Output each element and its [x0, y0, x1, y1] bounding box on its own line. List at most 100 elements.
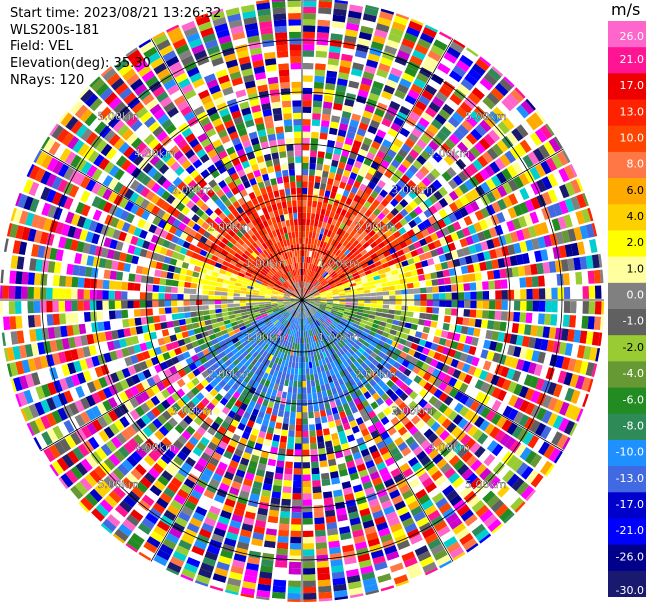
velocity-gate [377, 379, 386, 388]
velocity-gate [304, 312, 307, 319]
velocity-gate [291, 505, 302, 513]
velocity-gate [164, 286, 172, 293]
velocity-gate [413, 288, 421, 294]
velocity-gate [307, 200, 312, 207]
velocity-gate [353, 411, 361, 420]
velocity-gate [393, 473, 405, 484]
velocity-gate [404, 252, 413, 260]
velocity-gate [365, 131, 375, 141]
velocity-gate [265, 366, 272, 374]
velocity-gate [350, 308, 358, 312]
velocity-gate [287, 348, 292, 355]
velocity-gate [346, 86, 358, 95]
velocity-gate [427, 123, 439, 135]
velocity-gate [575, 315, 583, 329]
velocity-gate [452, 111, 465, 124]
velocity-gate [263, 412, 271, 421]
velocity-gate [302, 493, 312, 500]
velocity-gate [410, 249, 419, 258]
velocity-gate [239, 293, 247, 297]
velocity-gate [316, 157, 324, 165]
velocity-gate [90, 278, 98, 289]
velocity-gate [303, 37, 315, 45]
velocity-gate [350, 523, 363, 532]
velocity-gate [461, 119, 474, 132]
velocity-gate [379, 402, 388, 411]
velocity-gate [313, 354, 318, 361]
velocity-gate [334, 173, 342, 182]
velocity-gate [423, 187, 433, 198]
velocity-gate [280, 317, 286, 324]
velocity-gate [518, 414, 530, 427]
velocity-gate [446, 541, 461, 554]
velocity-gate [215, 308, 222, 314]
velocity-gate [115, 319, 124, 329]
velocity-gate [303, 0, 317, 8]
velocity-gate [293, 474, 302, 481]
velocity-gate [357, 290, 364, 294]
velocity-gate [336, 456, 345, 465]
velocity-gate [189, 421, 200, 431]
velocity-gate [434, 329, 443, 337]
velocity-gate [315, 50, 328, 58]
velocity-gate [302, 62, 314, 70]
velocity-gate [360, 428, 370, 437]
velocity-gate [375, 249, 383, 256]
velocity-gate [317, 340, 323, 347]
velocity-gate [306, 250, 310, 257]
velocity-gate [423, 392, 433, 402]
velocity-gate [389, 329, 397, 336]
velocity-gate [278, 331, 284, 338]
velocity-gate [385, 242, 394, 250]
velocity-gate [579, 225, 589, 240]
velocity-gate [346, 251, 353, 259]
velocity-gate [496, 416, 507, 429]
velocity-gate [450, 358, 459, 368]
velocity-gate [267, 401, 275, 409]
velocity-gate [472, 159, 484, 171]
velocity-gate [446, 224, 456, 234]
velocity-gate [273, 478, 283, 487]
velocity-gate [383, 266, 391, 273]
velocity-gate [306, 282, 310, 289]
velocity-gate [282, 423, 289, 431]
velocity-gate [545, 287, 552, 299]
velocity-gate [375, 194, 385, 203]
velocity-gate [513, 242, 522, 254]
velocity-gate [489, 161, 501, 174]
velocity-gate [345, 302, 352, 305]
velocity-gate [107, 471, 121, 485]
velocity-gate [291, 317, 296, 324]
velocity-gate [477, 338, 485, 348]
velocity-gate [436, 270, 444, 278]
velocity-gate [302, 331, 304, 338]
velocity-gate [290, 348, 294, 356]
velocity-gate [303, 568, 316, 575]
velocity-gate [152, 308, 160, 316]
velocity-gate [387, 259, 396, 267]
velocity-gate [245, 297, 253, 300]
velocity-gate [381, 90, 393, 101]
velocity-gate [561, 259, 569, 272]
velocity-gate [292, 487, 302, 494]
velocity-gate [421, 176, 432, 187]
velocity-gate [307, 194, 313, 201]
velocity-gate [351, 478, 361, 487]
velocity-gate [380, 416, 390, 426]
velocity-gate [512, 370, 522, 382]
velocity-gate [443, 182, 453, 193]
velocity-gate [302, 200, 307, 207]
velocity-gate [463, 97, 477, 110]
velocity-gate [386, 276, 394, 282]
velocity-gate [345, 242, 352, 249]
velocity-gate [316, 274, 322, 281]
velocity-gate [494, 82, 509, 97]
velocity-gate [215, 313, 223, 318]
velocity-gate [323, 396, 329, 404]
velocity-gate [349, 472, 360, 481]
velocity-gate [496, 376, 506, 388]
velocity-gate [91, 508, 105, 522]
velocity-gate [327, 178, 334, 186]
velocity-gate [475, 528, 490, 542]
velocity-gate [405, 562, 421, 574]
